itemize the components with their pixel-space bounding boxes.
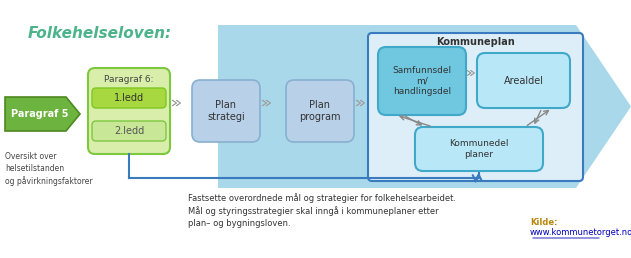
- FancyBboxPatch shape: [88, 68, 170, 154]
- FancyBboxPatch shape: [92, 88, 166, 108]
- Text: Plan
strategi: Plan strategi: [207, 100, 245, 122]
- Text: Kilde:: Kilde:: [530, 218, 558, 227]
- FancyBboxPatch shape: [415, 127, 543, 171]
- FancyBboxPatch shape: [368, 33, 583, 181]
- FancyBboxPatch shape: [378, 47, 466, 115]
- Text: Fastsette overordnede mål og strategier for folkehelsearbeidet.
Mål og styringss: Fastsette overordnede mål og strategier …: [188, 193, 456, 228]
- Text: Kommunedel
planer: Kommunedel planer: [449, 139, 509, 159]
- Polygon shape: [172, 100, 177, 106]
- Text: Paragraf 6:: Paragraf 6:: [104, 75, 154, 84]
- Polygon shape: [5, 97, 80, 131]
- Text: 1.ledd: 1.ledd: [114, 93, 144, 103]
- Polygon shape: [218, 25, 631, 188]
- Polygon shape: [467, 70, 471, 75]
- Polygon shape: [471, 70, 475, 75]
- FancyBboxPatch shape: [92, 121, 166, 141]
- FancyBboxPatch shape: [286, 80, 354, 142]
- Text: Folkehelseloven:: Folkehelseloven:: [28, 26, 172, 41]
- FancyBboxPatch shape: [192, 80, 260, 142]
- Polygon shape: [356, 100, 361, 106]
- Polygon shape: [266, 100, 271, 106]
- Text: Paragraf 5: Paragraf 5: [11, 109, 68, 119]
- Text: Samfunnsdel
m/
handlingsdel: Samfunnsdel m/ handlingsdel: [392, 66, 452, 96]
- Text: Oversikt over
helsetilstanden
og påvirkningsfaktorer: Oversikt over helsetilstanden og påvirkn…: [5, 152, 93, 186]
- Text: 2.ledd: 2.ledd: [114, 126, 144, 136]
- Polygon shape: [360, 100, 365, 106]
- Polygon shape: [176, 100, 181, 106]
- Text: www.kommunetorget.no: www.kommunetorget.no: [530, 228, 631, 237]
- Polygon shape: [262, 100, 267, 106]
- Text: Arealdel: Arealdel: [504, 76, 543, 85]
- FancyBboxPatch shape: [477, 53, 570, 108]
- Text: Plan
program: Plan program: [299, 100, 341, 122]
- Text: Kommuneplan: Kommuneplan: [436, 37, 515, 47]
